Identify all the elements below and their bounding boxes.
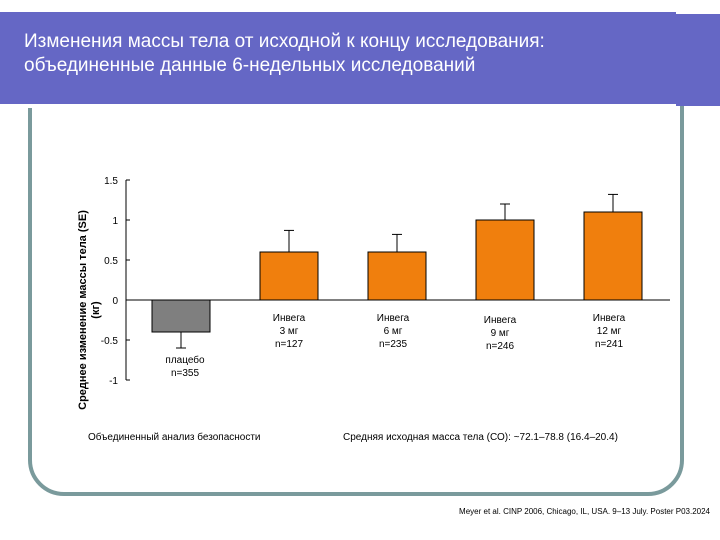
title-bar: [0, 12, 716, 108]
slide-title: Изменения массы тела от исходной к концу…: [24, 30, 664, 78]
category-label: Инвега 6 мг n=235: [353, 312, 433, 351]
slide-title-line2: объединенные данные 6-недельных исследов…: [24, 55, 476, 76]
category-label: Инвега 3 мг n=127: [249, 312, 329, 351]
category-label-line1: плацебо: [165, 355, 205, 366]
category-label: Инвега 9 мг n=246: [460, 314, 540, 353]
title-underline: [0, 104, 636, 108]
category-label-line1: Инвега: [376, 313, 410, 324]
y-tick-label: 1.5: [104, 176, 118, 187]
bar: [475, 219, 535, 301]
note-baseline-weight: Средняя исходная масса тела (СО): ~72.1–…: [343, 432, 618, 443]
category-label-line2: n=355: [170, 368, 200, 379]
bar: [583, 211, 643, 301]
bar: [367, 251, 427, 301]
bar: [259, 251, 319, 301]
category-label-line1: Инвега: [483, 315, 517, 326]
y-tick-label: 0: [112, 296, 118, 307]
category-label-dose: n=127: [274, 339, 304, 350]
citation: Meyer et al. CINP 2006, Chicago, IL, USA…: [459, 507, 710, 516]
category-label-dose: n=246: [485, 341, 515, 352]
category-label-line1: Инвега: [592, 313, 626, 324]
category-label: Инвега 12 мг n=241: [569, 312, 649, 351]
y-tick-label: 0.5: [104, 256, 118, 267]
bar: [151, 299, 211, 333]
category-label-line2: 9 мг: [490, 328, 510, 339]
category-label: плацебо n=355: [145, 354, 225, 380]
y-tick-label: 1: [112, 216, 118, 227]
category-label-line2: 3 мг: [279, 326, 299, 337]
y-tick-label: -1: [109, 376, 118, 387]
y-tick-label: -0.5: [101, 336, 119, 347]
title-bar-tab: [676, 14, 720, 106]
slide-title-line1: Изменения массы тела от исходной к концу…: [24, 31, 545, 52]
category-label-dose: n=235: [378, 339, 408, 350]
category-label-line2: 12 мг: [596, 326, 622, 337]
category-label-line1: Инвега: [272, 313, 306, 324]
note-safety-analysis: Объединенный анализ безопасности: [88, 432, 261, 443]
category-label-dose: n=241: [594, 339, 624, 350]
category-label-line2: 6 мг: [383, 326, 403, 337]
